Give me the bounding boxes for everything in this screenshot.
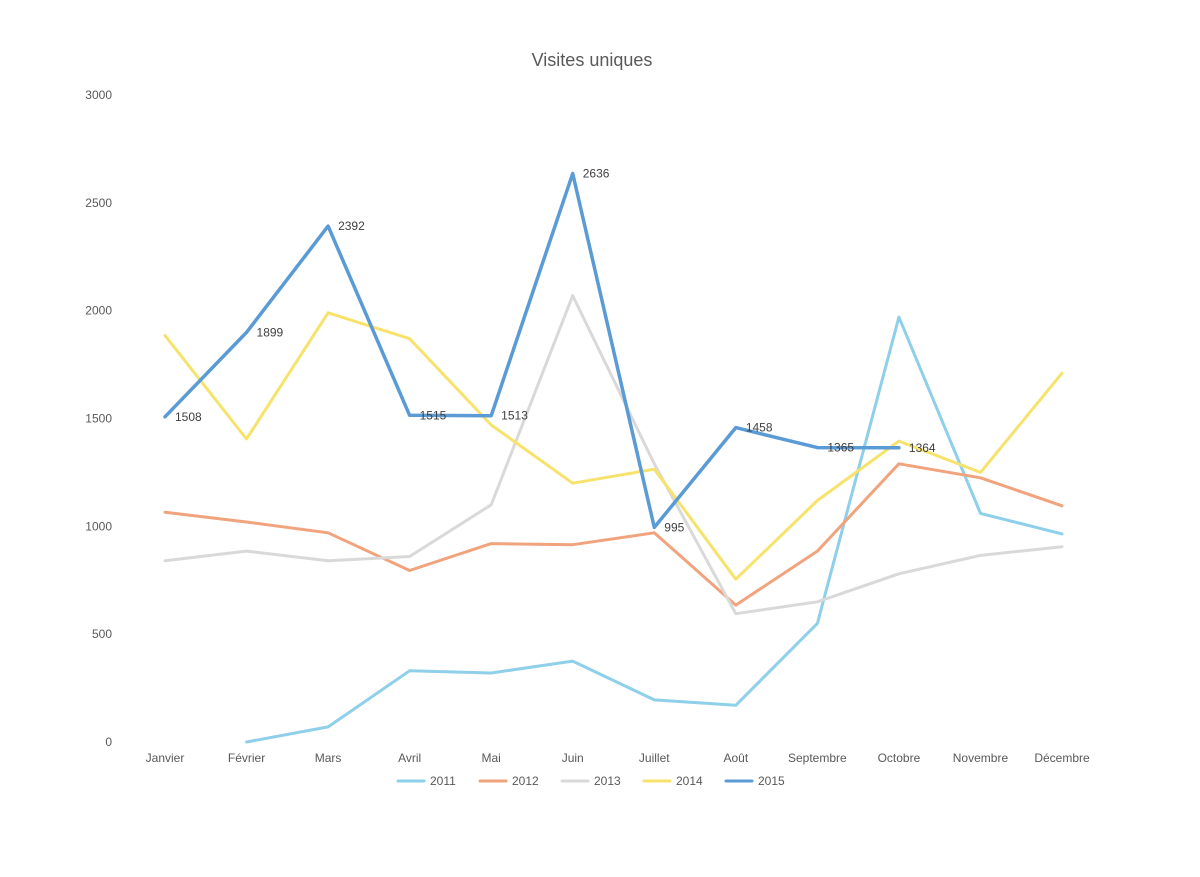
x-tick-label: Avril <box>398 751 421 765</box>
x-tick-label: Septembre <box>788 751 847 765</box>
x-tick-label: Février <box>228 751 265 765</box>
y-tick-label: 1500 <box>85 412 112 426</box>
chart-title: Visites uniques <box>532 50 653 70</box>
series-line-2013 <box>163 294 1064 616</box>
data-label-2015: 1508 <box>175 410 202 424</box>
y-tick-label: 500 <box>92 627 112 641</box>
data-labels: 1508 1899 2392 1515 1513 2636 995 1458 1365 1364 <box>175 167 936 535</box>
y-tick-label: 2000 <box>85 304 112 318</box>
legend-label-2014: 2014 <box>676 774 703 788</box>
legend-label-2012: 2012 <box>512 774 539 788</box>
series-line-2012 <box>163 462 1064 607</box>
y-tick-label: 3000 <box>85 88 112 102</box>
data-label-2015: 1513 <box>501 409 528 423</box>
y-tick-label: 2500 <box>85 196 112 210</box>
series-line-2014 <box>163 311 1064 581</box>
y-axis-ticks: 0 500 1000 1500 2000 2500 3000 <box>85 88 112 749</box>
data-label-2015: 1458 <box>746 421 773 435</box>
x-tick-label: Octobre <box>878 751 921 765</box>
x-tick-label: Décembre <box>1034 751 1090 765</box>
series-line-2015 <box>163 171 901 530</box>
legend-label-2015: 2015 <box>758 774 785 788</box>
data-label-2015: 1515 <box>420 408 447 422</box>
legend: 2011 2012 2013 2014 2015 <box>396 774 785 788</box>
x-axis-ticks: Janvier Février Mars Avril Mai Juin Juillet Aoû… <box>146 751 1090 765</box>
y-tick-label: 0 <box>105 735 112 749</box>
data-label-2015: 2636 <box>583 167 610 181</box>
x-tick-label: Juillet <box>639 751 670 765</box>
data-label-2015: 2392 <box>338 219 365 233</box>
series-lines <box>163 171 1064 744</box>
data-label-2015: 1899 <box>257 325 284 339</box>
data-label-2015: 1364 <box>909 441 936 455</box>
x-tick-label: Mars <box>315 751 342 765</box>
x-tick-label: Novembre <box>953 751 1009 765</box>
legend-label-2013: 2013 <box>594 774 621 788</box>
data-label-2015: 995 <box>664 520 684 534</box>
series-line-2011 <box>245 315 1064 744</box>
legend-label-2011: 2011 <box>430 774 456 788</box>
data-label-2015: 1365 <box>827 441 854 455</box>
x-tick-label: Août <box>723 751 748 765</box>
x-tick-label: Mai <box>482 751 501 765</box>
y-tick-label: 1000 <box>85 519 112 533</box>
x-tick-label: Janvier <box>146 751 185 765</box>
x-tick-label: Juin <box>562 751 584 765</box>
